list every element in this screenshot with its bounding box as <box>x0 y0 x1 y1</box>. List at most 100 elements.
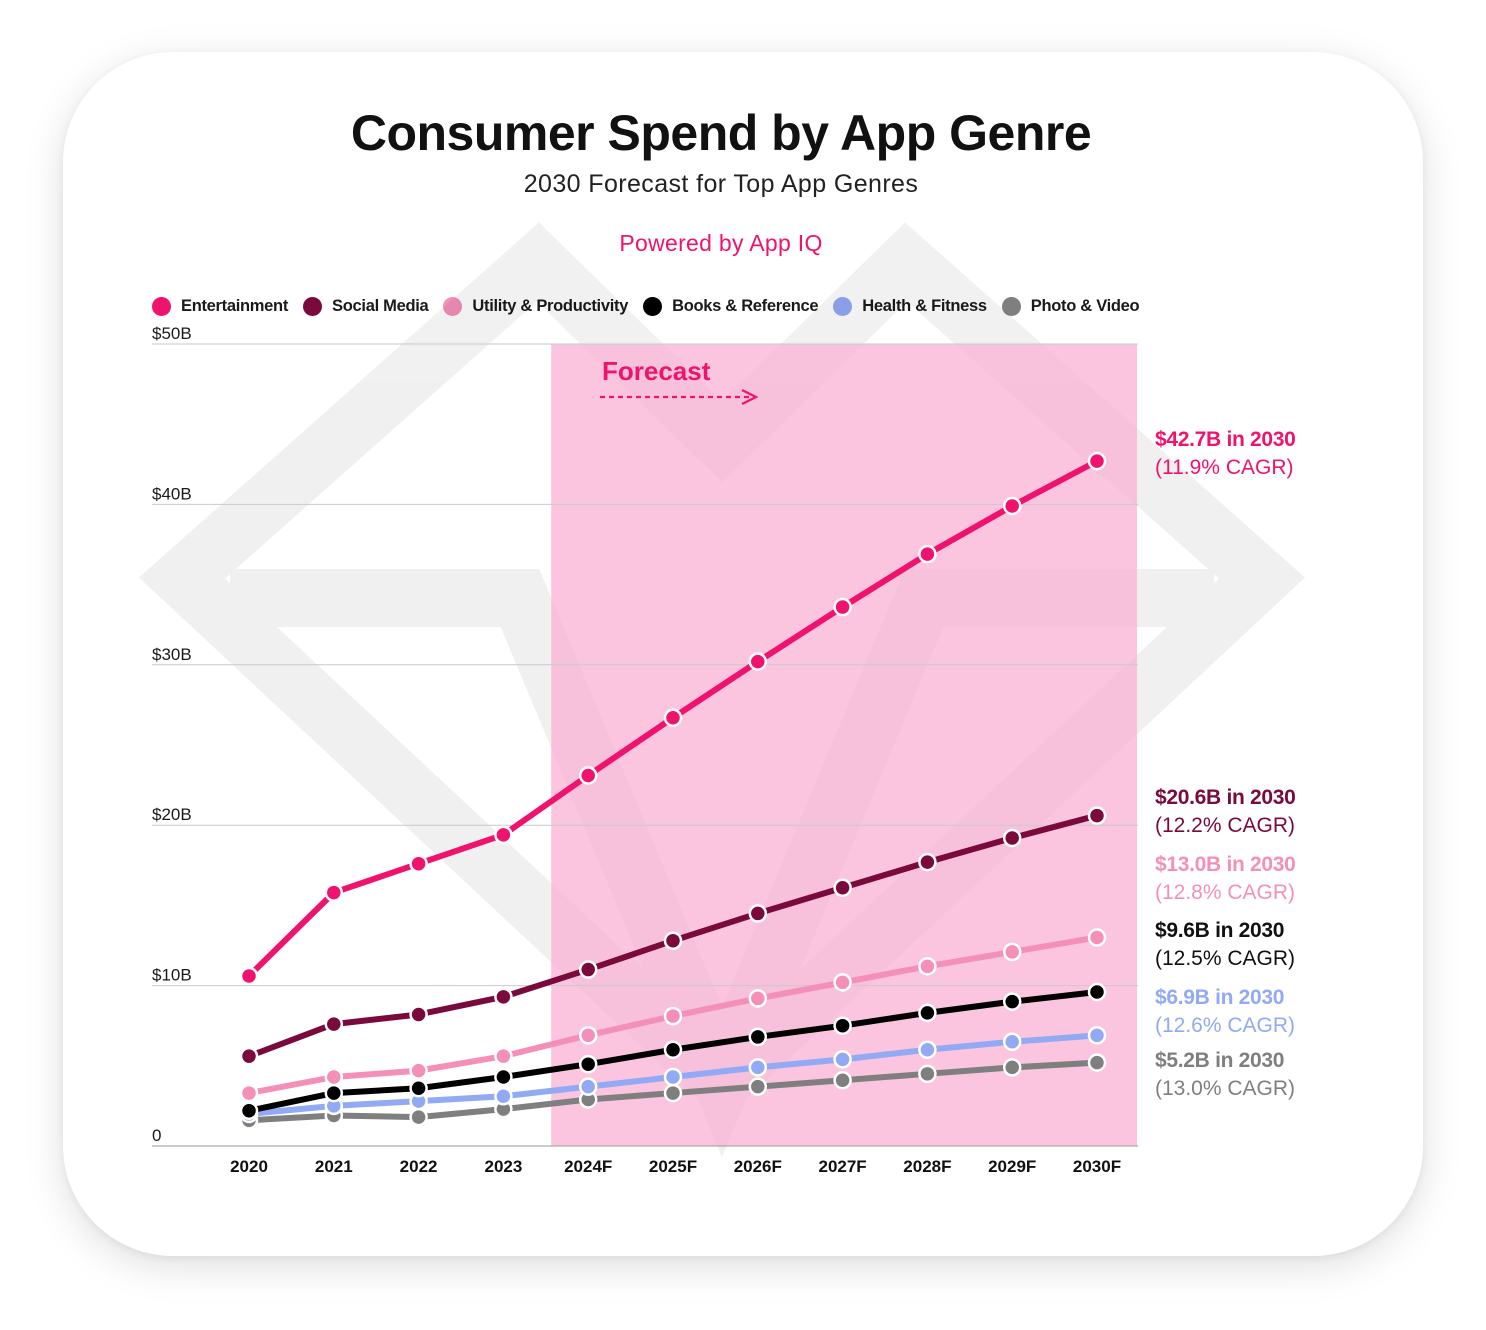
series-health-fitness <box>239 1026 1107 1124</box>
data-point <box>663 1083 683 1103</box>
end-label-value: $42.7B in 2030 <box>1155 428 1296 451</box>
chart-title: Consumer Spend by App Genre <box>350 105 1092 161</box>
end-label-cagr: (11.9% CAGR) <box>1155 456 1294 479</box>
data-point <box>1087 1053 1107 1072</box>
legend-item-books-reference: Books & Reference <box>643 296 819 316</box>
x-tick-label: 2028F <box>903 1157 951 1176</box>
legend-dot-icon <box>833 296 853 316</box>
legend-label: Entertainment <box>181 296 289 315</box>
end-label-books-reference: $9.6B in 2030 (12.5% CAGR) <box>1155 917 1295 973</box>
x-tick-label: 2027F <box>818 1157 866 1176</box>
end-label-value: $9.6B in 2030 <box>1155 919 1285 942</box>
legend-label: Health & Fitness <box>862 296 987 315</box>
end-label-value: $20.6B in 2030 <box>1155 786 1296 809</box>
x-tick-label: 2030F <box>1073 1157 1121 1176</box>
data-point <box>748 652 768 671</box>
data-point <box>918 1040 937 1060</box>
legend-item-social-media: Social Media <box>303 296 429 316</box>
data-point <box>239 1101 259 1120</box>
arrow-right-icon <box>741 389 759 405</box>
data-point <box>409 1079 428 1098</box>
data-point <box>1002 992 1022 1011</box>
data-point <box>324 1067 344 1087</box>
x-tick-label: 2024F <box>564 1157 612 1176</box>
data-point <box>1087 982 1107 1002</box>
end-label-cagr: (13.0% CAGR) <box>1155 1077 1296 1100</box>
data-point <box>409 1005 428 1024</box>
data-point <box>663 1006 683 1026</box>
data-point <box>918 544 937 564</box>
end-label-value: $5.2B in 2030 <box>1155 1049 1285 1072</box>
data-point <box>494 987 513 1007</box>
data-point <box>1087 451 1107 471</box>
data-point <box>833 1016 852 1035</box>
data-point <box>409 1061 428 1080</box>
data-point <box>748 904 768 923</box>
data-point <box>918 1003 937 1023</box>
x-tick-label: 2021 <box>315 1157 353 1176</box>
data-point <box>748 1077 768 1096</box>
y-tick-label: $40B <box>152 484 192 503</box>
data-point <box>578 766 598 785</box>
data-point <box>1002 828 1022 848</box>
data-point <box>239 1046 259 1066</box>
data-point <box>494 1046 513 1066</box>
end-label-health-fitness: $6.9B in 2030 (12.6% CAGR) <box>1155 984 1295 1040</box>
data-point <box>239 966 259 986</box>
data-point <box>663 708 683 727</box>
x-tick-label: 2020 <box>230 1157 268 1176</box>
data-point <box>409 1107 428 1127</box>
legend-dot-icon <box>443 296 463 316</box>
data-point <box>578 960 598 979</box>
legend-label: Utility & Productivity <box>472 296 629 315</box>
end-label-cagr: (12.2% CAGR) <box>1155 814 1296 837</box>
data-point <box>833 1070 852 1090</box>
end-label-value: $13.0B in 2030 <box>1155 853 1296 876</box>
legend: Entertainment Social Media Utility & Pro… <box>152 294 1154 318</box>
legend-item-photo-video: Photo & Video <box>1001 296 1140 316</box>
series-utility-productivity <box>239 928 1107 1103</box>
end-label-utility-productivity: $13.0B in 2030 (12.8% CAGR) <box>1155 851 1296 907</box>
data-point <box>663 931 683 950</box>
data-point <box>1087 1026 1107 1045</box>
forecast-label: Forecast <box>602 356 711 386</box>
data-point <box>1087 928 1107 947</box>
end-label-value: $6.9B in 2030 <box>1155 986 1285 1009</box>
chart-subtitle: 2030 Forecast for Top App Genres <box>523 170 919 198</box>
data-point <box>494 1067 513 1087</box>
data-point <box>324 883 344 902</box>
legend-label: Social Media <box>332 296 429 315</box>
data-point <box>578 1026 598 1045</box>
legend-label: Books & Reference <box>672 296 819 315</box>
data-point <box>239 1083 259 1103</box>
x-tick-label: 2023 <box>484 1157 522 1176</box>
legend-item-entertainment: Entertainment <box>152 296 289 316</box>
x-tick-label: 2025F <box>649 1157 697 1176</box>
data-point <box>324 1083 344 1103</box>
data-point <box>833 597 852 617</box>
data-point <box>918 1064 937 1084</box>
end-label-cagr: (12.8% CAGR) <box>1155 881 1296 904</box>
series-social-media <box>239 806 1107 1066</box>
series-entertainment <box>239 451 1107 986</box>
data-point <box>1087 806 1107 825</box>
legend-item-health-fitness: Health & Fitness <box>833 296 987 316</box>
y-tick-label: $30B <box>152 645 192 664</box>
data-point <box>494 825 513 845</box>
legend-dot-icon <box>643 296 663 316</box>
forecast-region <box>551 344 1137 1146</box>
legend-dot-icon <box>1001 296 1021 316</box>
data-point <box>1002 942 1022 962</box>
end-label-social-media: $20.6B in 2030 (12.2% CAGR) <box>1155 784 1296 840</box>
data-point <box>1002 496 1022 516</box>
legend-item-utility-productivity: Utility & Productivity <box>443 296 629 316</box>
legend-label: Photo & Video <box>1030 296 1140 315</box>
data-point <box>833 878 852 898</box>
data-point <box>748 1027 768 1047</box>
data-point <box>663 1040 683 1060</box>
legend-dot-icon <box>152 296 171 316</box>
data-point <box>833 973 852 992</box>
end-label-cagr: (12.5% CAGR) <box>1155 947 1296 970</box>
legend-dot-icon <box>303 296 323 316</box>
